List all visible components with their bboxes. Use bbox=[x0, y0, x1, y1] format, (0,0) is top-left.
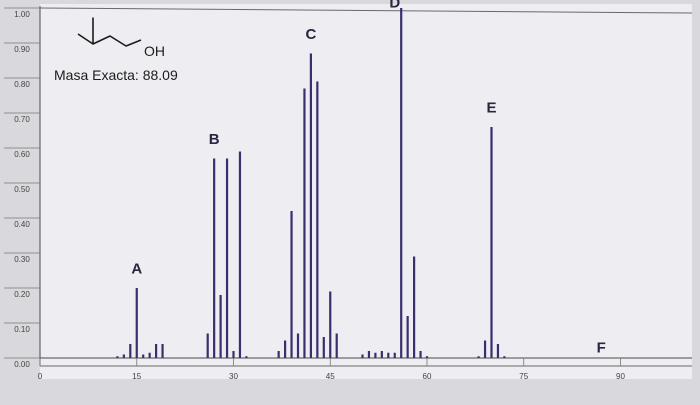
y-tick-label: 0.30 bbox=[14, 255, 30, 264]
x-tick-label: 75 bbox=[519, 372, 528, 381]
peak-label-b: B bbox=[209, 131, 220, 148]
molecule-oh-label: OH bbox=[144, 43, 165, 59]
y-tick-label: 0.70 bbox=[14, 115, 30, 124]
x-tick-label: 0 bbox=[38, 372, 43, 381]
y-tick-label: 0.80 bbox=[14, 80, 30, 89]
x-tick-label: 90 bbox=[616, 372, 625, 381]
y-tick-label: 0.00 bbox=[14, 360, 30, 369]
peak-label-a: A bbox=[131, 261, 142, 278]
y-tick-label: 0.50 bbox=[14, 185, 30, 194]
top-frame-line bbox=[39, 7, 693, 14]
y-tick-label: 0.90 bbox=[14, 45, 30, 54]
peak-label-c: C bbox=[305, 26, 316, 43]
exact-mass-label: Masa Exacta: 88.09 bbox=[54, 67, 178, 83]
peak-label-d: D bbox=[389, 0, 400, 12]
y-tick-label: 1.00 bbox=[14, 10, 30, 19]
y-tick-label: 0.10 bbox=[14, 325, 30, 334]
y-tick-label: 0.20 bbox=[14, 290, 30, 299]
peak-label-e: E bbox=[486, 100, 496, 117]
x-tick-label: 15 bbox=[132, 372, 141, 381]
x-tick-label: 30 bbox=[229, 372, 238, 381]
plot-panel bbox=[40, 4, 692, 379]
y-tick-label: 0.40 bbox=[14, 220, 30, 229]
peak-label-f: F bbox=[597, 339, 606, 356]
molecule-structure: OH bbox=[77, 17, 165, 59]
y-tick-label: 0.60 bbox=[14, 150, 30, 159]
x-tick-label: 60 bbox=[423, 372, 432, 381]
x-tick-label: 45 bbox=[326, 372, 335, 381]
molecule-bonds bbox=[77, 17, 142, 47]
